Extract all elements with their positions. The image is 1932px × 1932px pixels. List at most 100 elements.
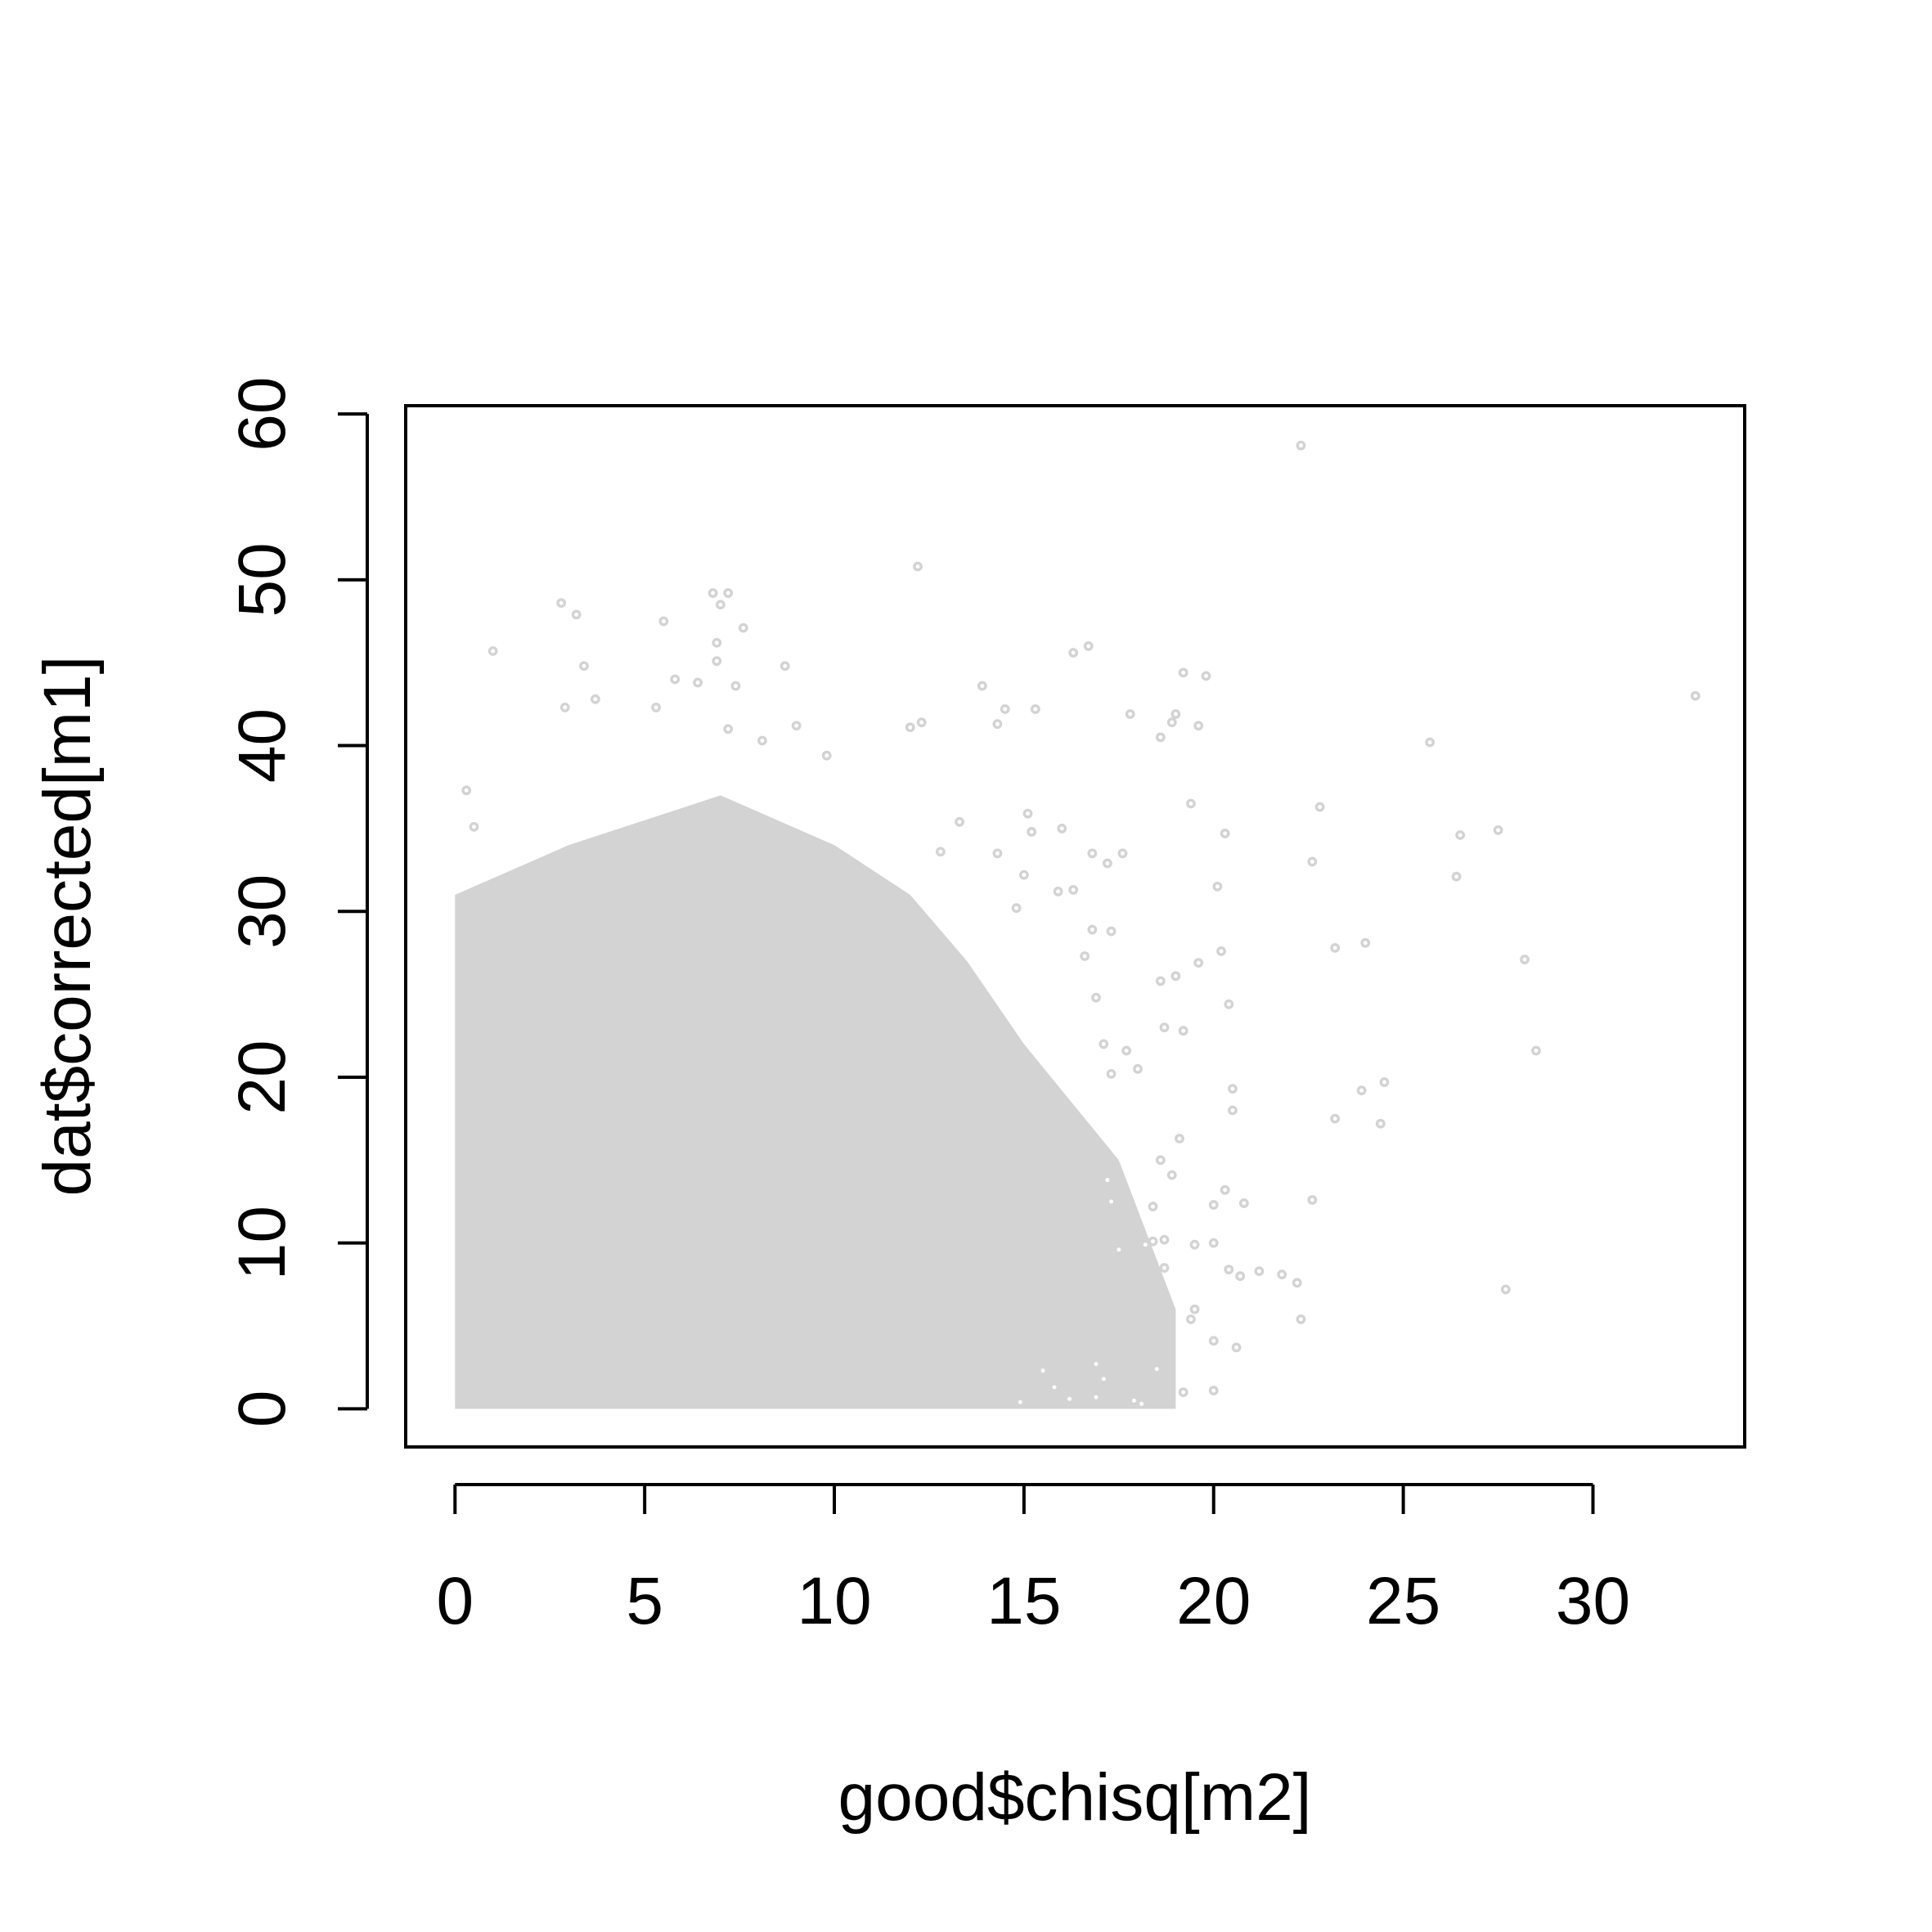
data-point	[791, 721, 802, 731]
data-point	[1216, 946, 1226, 956]
y-tick-label: 40	[225, 708, 299, 783]
data-point	[955, 816, 964, 827]
data-point	[658, 616, 669, 627]
data-point	[1064, 1394, 1075, 1404]
data-point	[1238, 1198, 1249, 1208]
data-point	[1307, 856, 1318, 867]
x-tick-label: 0	[436, 1564, 474, 1638]
y-tick-label: 50	[225, 542, 299, 617]
data-point	[1356, 1085, 1367, 1096]
data-point	[905, 722, 915, 733]
data-point	[712, 637, 722, 648]
data-point	[590, 694, 600, 704]
data-point	[1106, 926, 1117, 937]
data-point	[1136, 1399, 1147, 1409]
data-point	[1099, 1039, 1109, 1049]
data-point	[738, 622, 748, 633]
data-point	[1000, 704, 1010, 714]
data-point	[1178, 1026, 1188, 1036]
data-point	[1133, 1063, 1143, 1074]
data-point	[723, 588, 734, 598]
data-point	[1091, 1359, 1101, 1369]
data-point	[1208, 1386, 1219, 1395]
data-point	[1087, 848, 1098, 859]
data-point	[571, 609, 582, 620]
data-point	[916, 717, 927, 728]
data-point	[693, 677, 703, 688]
data-point	[992, 719, 1003, 730]
data-point	[1080, 951, 1090, 961]
y-axis-title: dat$corrected[m1]	[30, 656, 105, 1197]
data-point	[1011, 903, 1022, 914]
data-point	[1091, 1392, 1101, 1403]
data-point	[579, 661, 589, 672]
y-tick-label: 20	[225, 1040, 299, 1114]
data-point	[1030, 704, 1040, 714]
data-point	[1296, 1314, 1306, 1324]
data-point	[1296, 440, 1306, 451]
data-point	[1155, 1155, 1166, 1166]
data-point	[1520, 955, 1530, 964]
data-point	[1129, 1395, 1139, 1406]
data-point	[1231, 1342, 1242, 1353]
data-point	[716, 600, 726, 610]
data-point	[1330, 1113, 1341, 1124]
data-point	[1015, 1397, 1026, 1408]
data-point	[1038, 1365, 1048, 1376]
data-point	[1212, 881, 1223, 892]
data-point	[1314, 802, 1325, 812]
data-point	[1087, 924, 1098, 935]
data-point	[780, 661, 790, 672]
data-point	[1228, 1084, 1238, 1094]
x-tick-label: 5	[626, 1564, 663, 1638]
plot-frame	[404, 404, 1746, 1449]
data-point	[461, 785, 472, 796]
data-point	[487, 646, 498, 656]
data-point	[1208, 1336, 1219, 1346]
data-point	[1166, 717, 1177, 728]
data-point	[1170, 971, 1181, 982]
x-axis: 0 5 10 15 20 25 30	[436, 1483, 1630, 1638]
data-point	[1189, 1239, 1200, 1250]
data-point	[1103, 1175, 1112, 1185]
data-point	[1170, 709, 1181, 719]
data-point	[1148, 1236, 1158, 1247]
data-point	[1224, 1265, 1234, 1275]
data-point	[1121, 1045, 1132, 1056]
data-point	[1208, 1200, 1219, 1210]
data-point	[1159, 1234, 1170, 1245]
data-point	[1106, 1197, 1117, 1206]
data-point	[1193, 721, 1204, 731]
data-point	[1451, 871, 1462, 882]
data-point	[1375, 1118, 1386, 1129]
data-point	[1425, 737, 1435, 748]
data-point	[821, 750, 832, 761]
data-point	[1193, 958, 1204, 968]
data-point	[1057, 824, 1067, 833]
data-point	[1166, 1170, 1177, 1180]
data-point	[992, 848, 1003, 859]
data-point	[1235, 1271, 1246, 1282]
data-point	[1155, 732, 1166, 743]
data-point	[757, 735, 767, 746]
data-point	[1117, 848, 1128, 859]
data-point	[935, 847, 946, 857]
data-point	[1690, 690, 1701, 701]
scatter-points	[461, 440, 1701, 1409]
data-point	[1493, 825, 1503, 835]
x-tick-label: 30	[1556, 1564, 1630, 1638]
data-point	[1178, 1387, 1188, 1398]
data-point	[1220, 1184, 1230, 1195]
data-point	[1099, 1373, 1109, 1384]
data-point	[1049, 1382, 1059, 1392]
data-point	[1292, 1278, 1302, 1288]
data-point	[1103, 858, 1112, 869]
y-tick-label: 10	[225, 1206, 299, 1280]
data-point	[1091, 992, 1101, 1003]
data-point	[913, 561, 923, 572]
y-tick-label: 60	[225, 377, 299, 452]
data-point	[1068, 648, 1079, 658]
data-point	[1053, 887, 1063, 896]
y-tick-label: 30	[225, 874, 299, 949]
